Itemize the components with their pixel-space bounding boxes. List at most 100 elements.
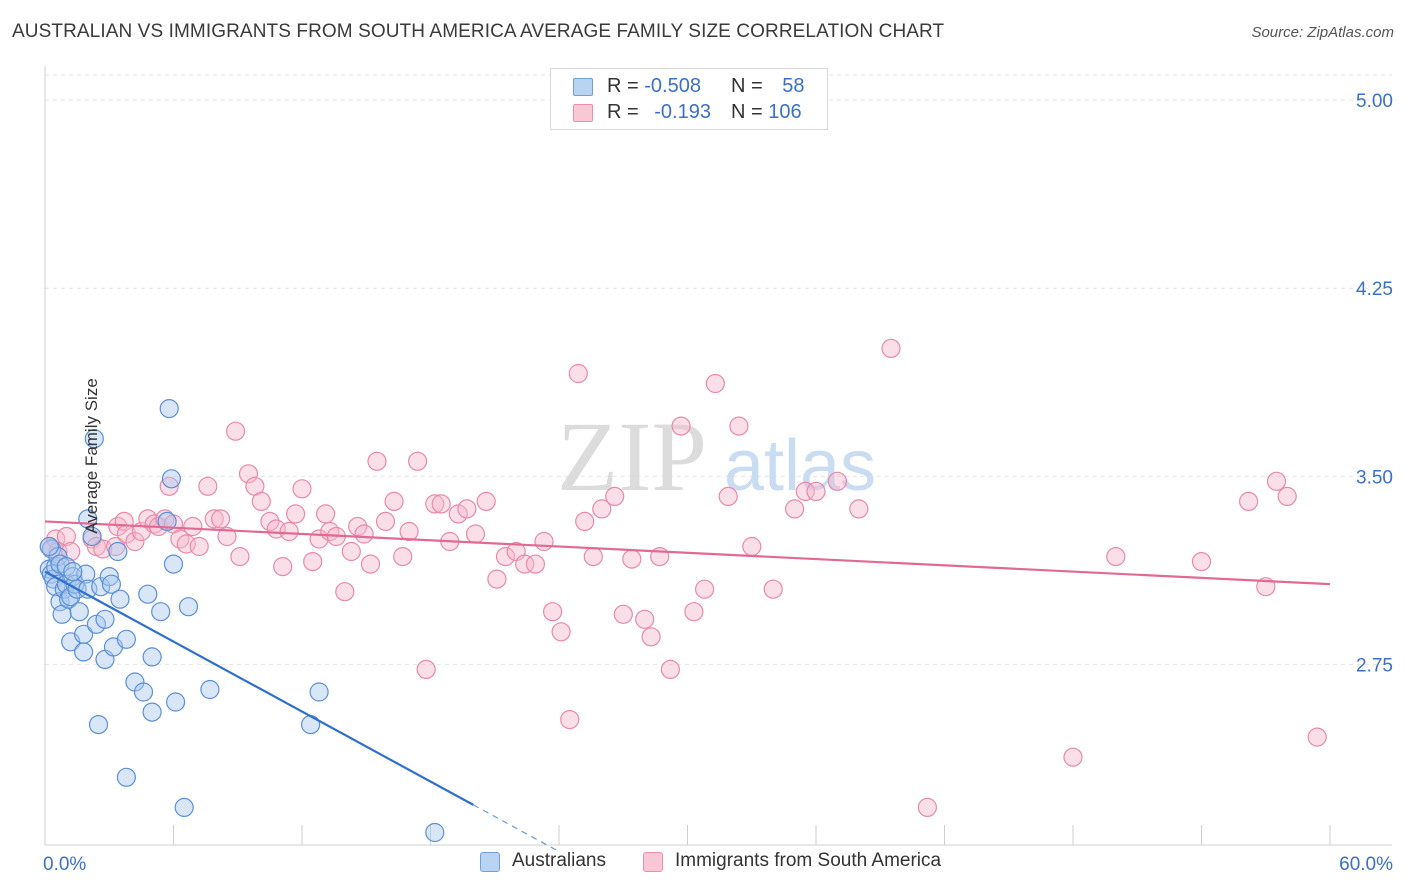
data-point [705,373,725,394]
data-point [251,491,271,511]
data-point [335,582,355,602]
y-tick-label: 3.50 [1356,467,1393,488]
x-tick-label-min: 0.0% [43,854,86,875]
data-point [354,524,374,544]
data-point [198,476,218,496]
data-point [367,451,387,471]
data-point [260,511,280,532]
data-point [476,491,496,511]
data-point [73,642,94,662]
data-point [399,521,419,542]
data-point [671,416,691,436]
data-point [605,486,625,506]
data-point [416,659,436,680]
data-point [457,499,477,519]
data-point [174,797,194,818]
data-point [69,602,89,622]
data-point [110,589,130,609]
data-point [763,579,783,599]
data-point [159,399,179,419]
chart-title: AUSTRALIAN VS IMMIGRANTS FROM SOUTH AMER… [12,21,945,42]
data-point [375,511,396,532]
data-point [226,421,246,441]
data-point [742,536,762,557]
data-point [425,494,445,514]
data-point [82,526,102,547]
data-point [316,504,336,524]
y-tick-label: 2.75 [1356,655,1393,676]
data-point [116,629,137,649]
data-point [534,531,554,552]
data-point [63,561,83,582]
data-point [408,451,428,471]
legend-r-value: -0.508 [644,75,701,97]
data-point [613,604,633,624]
data-point [495,546,516,567]
legend-swatch-pink [573,104,593,122]
data-point [309,682,329,702]
data-point [568,363,588,384]
data-point [170,529,190,549]
data-point [465,524,486,544]
data-point [163,554,184,574]
data-point [183,516,203,537]
data-point [360,554,381,574]
data-point [341,541,361,562]
data-point [301,714,321,735]
bottom-legend-swatch-pink [643,852,663,872]
legend-n-value: 106 [768,101,802,123]
data-point [635,609,655,629]
data-point [138,584,158,604]
tick-labels: 2.75 3.50 4.25 5.00 0.0% 60.0% [43,91,1393,875]
watermark-atlas: atlas [724,426,876,506]
data-point [622,549,642,569]
data-point [1106,546,1126,567]
data-point [84,429,104,449]
data-point [73,624,94,644]
bottom-legend-label: Australians [512,850,606,871]
data-point [1266,471,1287,491]
data-point [348,516,368,537]
data-point [384,491,404,511]
data-point [56,556,77,577]
correlation-legend: R = -0.508 N = 58 R = -0.193 N = 106 [550,68,828,130]
data-point [292,479,312,499]
data-point [116,767,137,787]
data-point [641,627,661,647]
data-point [487,569,507,589]
data-point [211,509,231,529]
y-tick-label: 4.25 [1356,279,1393,300]
data-point [303,551,323,572]
data-point [684,602,704,622]
data-point [592,499,612,519]
data-point [784,499,805,519]
data-point [204,509,224,529]
data-point [142,647,162,667]
data-point [61,587,81,607]
data-point [157,511,177,532]
data-point [95,609,115,629]
x-tick-label-max: 60.0% [1339,854,1393,875]
data-point [827,471,848,491]
source-credit: Source: ZipAtlas.com [1251,24,1394,41]
data-point [525,554,546,574]
data-point [138,509,158,529]
y-tick-label: 5.00 [1356,91,1393,112]
legend-r-label: R = [607,75,639,97]
data-point [200,679,220,700]
data-point [1063,747,1083,767]
data-point [1238,491,1259,511]
data-point [151,602,171,622]
data-point [917,797,938,818]
trend-lines [44,520,1331,853]
data-point [99,566,119,587]
data-point [166,692,186,712]
data-point [56,526,77,547]
data-point [273,556,293,577]
y-axis-label: Average Family Size [81,378,101,534]
trend-line-immigrants [44,520,1331,586]
watermark: ZIP atlas [557,401,876,512]
data-point [849,499,869,519]
legend-r-value: -0.193 [654,101,711,123]
